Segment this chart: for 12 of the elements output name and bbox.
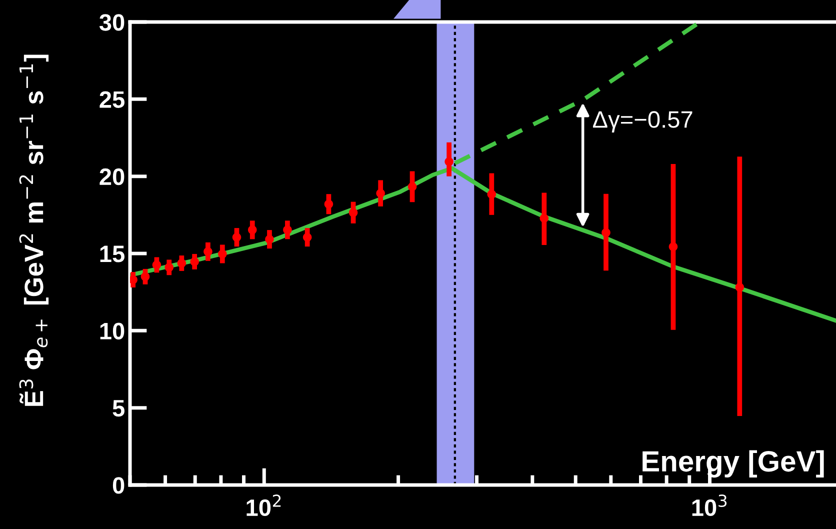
annotation: Δγ=−0.57: [592, 111, 692, 133]
y-tick-label: 25: [100, 91, 124, 108]
x-tick-label: 10$^{3}$: [692, 494, 727, 516]
x-axis-title: Energy [GeV]: [642, 450, 824, 478]
y-tick-label: 15: [100, 246, 124, 262]
y-tick-label: 30: [99, 14, 124, 31]
y-tick-label: 20: [100, 168, 124, 186]
text: Ẽ$^{3}$ Φ$_{e+}$ [GeV$^{2}$ m$^{−2}$ sr$^{−1}$ s$^{−1}$]: [19, 54, 49, 406]
y-tick-label: 10: [100, 322, 124, 340]
y-tick-label: 5: [112, 400, 124, 417]
y-tick-label: 0: [112, 477, 124, 494]
x-tick-label: 10$^{2}$: [246, 494, 281, 516]
